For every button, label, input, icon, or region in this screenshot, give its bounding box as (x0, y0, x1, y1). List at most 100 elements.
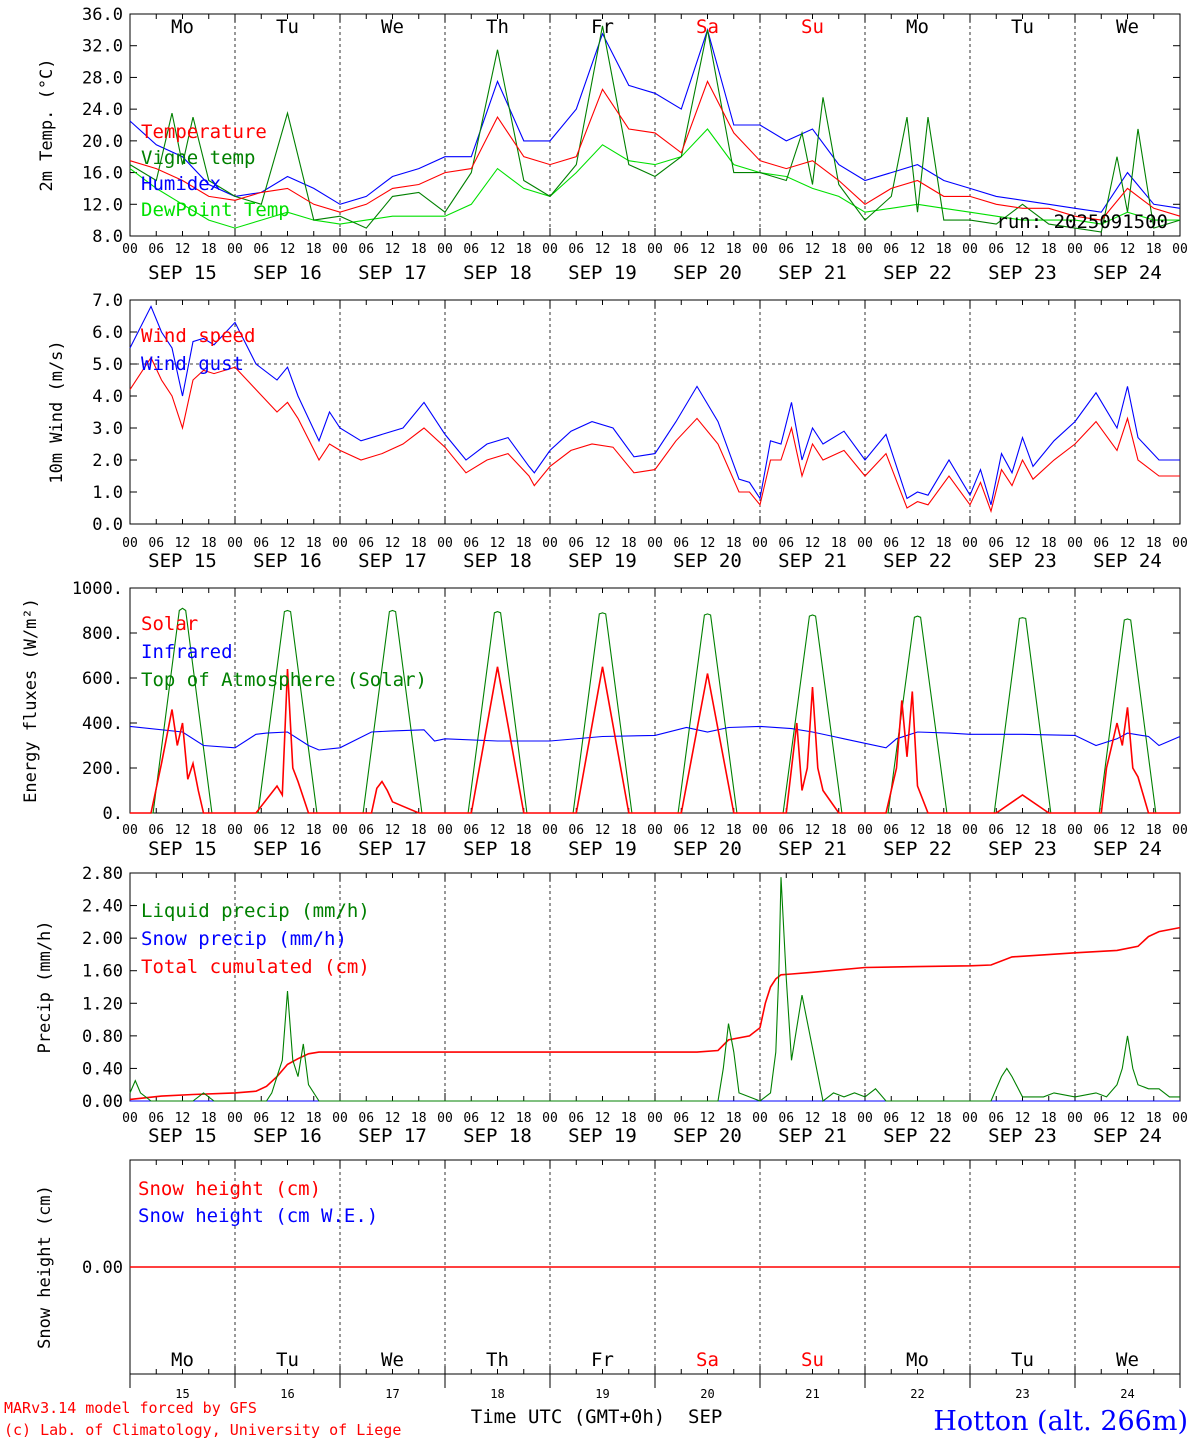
y-tick-label: 12.0 (82, 195, 123, 215)
hour-tick-label: 06 (148, 536, 164, 551)
panel-1: 8.0 12.0 16.0 20.0 24.0 28.0 32.0 36.0 2m Temp. … (37, 5, 1188, 284)
y-tick-label: 0. (103, 804, 123, 824)
date-label: SEP 23 (988, 1125, 1057, 1147)
date-label: SEP 21 (778, 1125, 847, 1147)
hour-tick-label: 00 (857, 823, 873, 838)
y-axis-title: 2m Temp. (°C) (37, 58, 57, 191)
y-tick-label: 1.60 (82, 962, 123, 982)
weekday-label: Tu (276, 16, 299, 38)
y-tick-label: 7.0 (92, 291, 123, 311)
hour-tick-label: 06 (358, 242, 374, 257)
date-label: SEP 18 (463, 1125, 532, 1147)
weekday-label: Su (801, 16, 824, 38)
y-tick-label: 200. (82, 759, 123, 779)
series-group (129, 25, 1181, 233)
hour-tick-label: 00 (1172, 1111, 1188, 1126)
hour-tick-label: 06 (673, 242, 689, 257)
panel-4: 0.00 0.40 0.80 1.20 1.60 2.00 2.40 2.80 Precip (… (35, 864, 1188, 1147)
hour-tick-label: 12 (280, 823, 296, 838)
hour-tick-label: 18 (201, 1111, 217, 1126)
y-tick-label: 6.0 (92, 323, 123, 343)
hour-tick-label: 06 (1093, 823, 1109, 838)
hour-tick-label: 12 (385, 1111, 401, 1126)
hour-tick-label: 18 (936, 242, 952, 257)
date-label: SEP 20 (673, 550, 742, 572)
day-number-label: 15 (175, 1387, 189, 1401)
hour-tick-label: 06 (673, 823, 689, 838)
weekday-label: Th (486, 16, 509, 38)
hour-tick-label: 18 (936, 1111, 952, 1126)
hour-tick-label: 12 (805, 823, 821, 838)
date-label: SEP 22 (883, 1125, 952, 1147)
hour-tick-label: 00 (752, 1111, 768, 1126)
date-label: SEP 18 (463, 262, 532, 284)
y-tick-label: 2.80 (82, 864, 123, 884)
hour-tick-label: 18 (516, 823, 532, 838)
hour-tick-label: 18 (726, 823, 742, 838)
y-tick-label: 4.0 (92, 387, 123, 407)
hour-tick-label: 06 (988, 242, 1004, 257)
hour-tick-label: 06 (673, 1111, 689, 1126)
hour-tick-label: 06 (148, 823, 164, 838)
date-label: SEP 22 (883, 550, 952, 572)
y-axis-title: Energy fluxes (W/m²) (21, 598, 41, 803)
date-label: SEP 19 (568, 262, 637, 284)
hour-tick-label: 06 (568, 536, 584, 551)
hour-tick-label: 06 (883, 823, 899, 838)
y-tick-label: 32.0 (82, 37, 123, 57)
hour-tick-label: 00 (962, 242, 978, 257)
hour-tick-label: 12 (1120, 242, 1136, 257)
hour-tick-label: 06 (358, 1111, 374, 1126)
panel-5: 0.00 Snow height (cm) Snow height (cm) Snow… (35, 1159, 1181, 1375)
hour-tick-label: 18 (831, 823, 847, 838)
hour-tick-label: 18 (201, 823, 217, 838)
hour-tick-label: 06 (568, 242, 584, 257)
y-axis-title: Snow height (cm) (35, 1185, 55, 1349)
hour-tick-label: 12 (595, 823, 611, 838)
hour-tick-label: 18 (411, 536, 427, 551)
weekday-label: Mo (171, 1349, 194, 1371)
month-label: SEP (688, 1406, 722, 1428)
date-label: SEP 17 (358, 1125, 427, 1147)
hour-tick-label: 00 (752, 823, 768, 838)
legend-entry: Total cumulated (cm) (141, 956, 370, 978)
y-tick-label: 28.0 (82, 68, 123, 88)
date-label: SEP 16 (253, 550, 322, 572)
hour-tick-label: 00 (1067, 823, 1083, 838)
date-label: SEP 19 (568, 550, 637, 572)
hour-tick-label: 12 (175, 242, 191, 257)
hour-tick-label: 00 (647, 823, 663, 838)
hour-tick-label: 00 (1067, 1111, 1083, 1126)
date-label: SEP 22 (883, 838, 952, 860)
hour-tick-label: 00 (857, 242, 873, 257)
hour-tick-label: 12 (595, 242, 611, 257)
date-label: SEP 20 (673, 262, 742, 284)
y-tick-label: 8.0 (92, 227, 123, 247)
hour-tick-label: 18 (201, 536, 217, 551)
legend-entry: Wind gust (141, 353, 244, 375)
hour-tick-label: 00 (437, 823, 453, 838)
weekday-label: Tu (276, 1349, 299, 1371)
hour-tick-label: 12 (1120, 823, 1136, 838)
weekday-label: Sa (696, 1349, 719, 1371)
legend-entry: Temperature (141, 121, 267, 143)
x-axis-title: Time UTC (GMT+0h) (471, 1406, 665, 1428)
hour-tick-label: 00 (227, 823, 243, 838)
weekday-label: Mo (171, 16, 194, 38)
hour-tick-label: 12 (490, 823, 506, 838)
day-number-label: 20 (700, 1387, 714, 1401)
series-group (129, 607, 1181, 814)
y-tick-label: 400. (82, 714, 123, 734)
y-tick-label: 36.0 (82, 5, 123, 25)
run-label: run: 2025091500 (996, 211, 1168, 233)
weekday-label: Sa (696, 16, 719, 38)
hour-tick-label: 18 (1146, 242, 1162, 257)
weekday-label: Th (486, 1349, 509, 1371)
y-tick-label: 3.0 (92, 419, 123, 439)
hour-tick-label: 00 (332, 242, 348, 257)
hour-tick-label: 18 (201, 242, 217, 257)
hour-tick-label: 12 (805, 536, 821, 551)
y-tick-label: 0.00 (82, 1092, 123, 1112)
y-tick-label: 2.40 (82, 897, 123, 917)
hour-tick-label: 12 (1015, 536, 1031, 551)
